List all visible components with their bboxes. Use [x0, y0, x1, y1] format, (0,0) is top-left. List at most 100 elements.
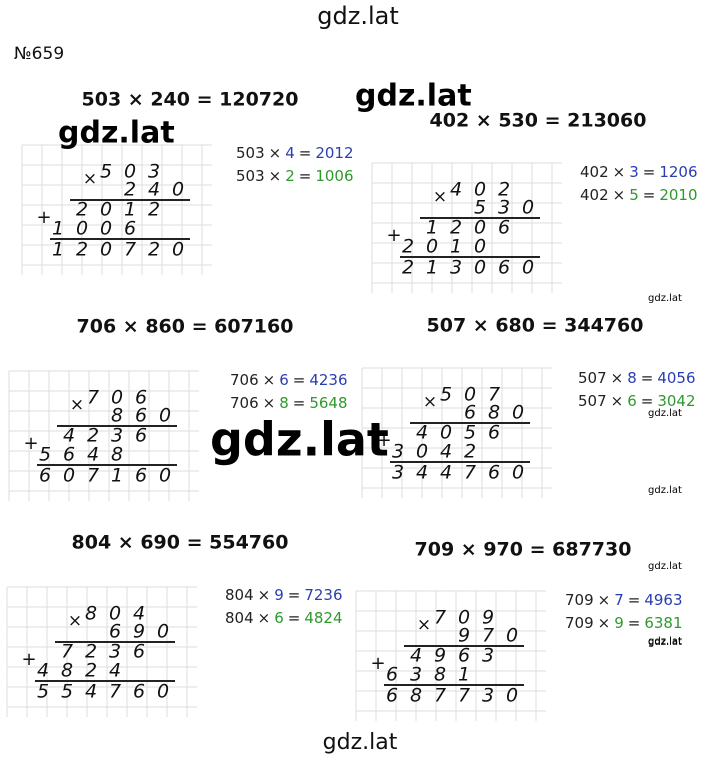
- step-sign: =: [643, 186, 656, 204]
- step-sign: =: [288, 609, 301, 627]
- step-digit: 8: [279, 394, 289, 412]
- step-factor: 804: [225, 586, 254, 604]
- times-sign: ×: [83, 169, 97, 189]
- column-row: 970: [458, 625, 518, 647]
- step: 503 × 2 = 1006: [236, 167, 354, 185]
- column-row: 530: [474, 197, 534, 219]
- grid-paper: [371, 162, 562, 293]
- column-row: 4963: [410, 645, 494, 667]
- step-sign: ×: [263, 371, 276, 389]
- step-sign: =: [641, 369, 654, 387]
- column-row: 120720: [52, 239, 184, 261]
- grid-paper: [21, 144, 212, 275]
- step-sign: ×: [258, 609, 271, 627]
- watermark: gdz.lat: [648, 561, 682, 572]
- grid-paper: [8, 370, 199, 501]
- step-digit: 6: [279, 371, 289, 389]
- equation: 503 × 240 = 120720: [82, 89, 299, 111]
- watermark: gdz.lat: [355, 79, 472, 114]
- step-sign: ×: [613, 186, 626, 204]
- column-row: 2010: [402, 236, 486, 258]
- step-result: 3042: [657, 392, 695, 410]
- step-sign: ×: [269, 144, 282, 162]
- column-row: 4236: [63, 425, 147, 447]
- column-row: 680: [464, 402, 524, 424]
- step-digit: 7: [614, 591, 624, 609]
- times-sign: ×: [423, 392, 437, 412]
- equation: 706 × 860 = 607160: [77, 316, 294, 338]
- step: 402 × 5 = 2010: [580, 186, 698, 204]
- step-digit: 6: [627, 392, 637, 410]
- step-sign: =: [299, 144, 312, 162]
- step: 804 × 9 = 7236: [225, 586, 343, 604]
- watermark: gdz.lat: [648, 485, 682, 496]
- step-sign: ×: [263, 394, 276, 412]
- step-factor: 507: [578, 392, 607, 410]
- column-row: 240: [124, 179, 184, 201]
- step-sign: ×: [613, 163, 626, 181]
- step-factor: 804: [225, 609, 254, 627]
- step-factor: 709: [565, 614, 594, 632]
- column-row: 1206: [426, 217, 510, 239]
- watermark: gdz.lat: [210, 413, 389, 467]
- equation: 402 × 530 = 213060: [430, 110, 647, 132]
- column-row: 3042: [392, 441, 476, 463]
- times-sign: ×: [70, 395, 84, 415]
- column-row: 860: [111, 405, 171, 427]
- column-row: 4824: [37, 660, 121, 682]
- step: 804 × 6 = 4824: [225, 609, 343, 627]
- step-result: 5648: [309, 394, 347, 412]
- plus-sign: +: [36, 207, 51, 228]
- step-sign: ×: [269, 167, 282, 185]
- column-row: 690: [109, 621, 169, 643]
- step-sign: =: [641, 392, 654, 410]
- step-factor: 402: [580, 186, 609, 204]
- plus-sign: +: [23, 433, 38, 454]
- column-row: 213060: [402, 257, 534, 279]
- step: 402 × 3 = 1206: [580, 163, 698, 181]
- step: 706 × 6 = 4236: [230, 371, 348, 389]
- times-sign: ×: [68, 611, 82, 631]
- grid-paper: [355, 590, 546, 721]
- watermark: gdz.lat: [648, 408, 682, 419]
- times-sign: ×: [433, 187, 447, 207]
- equation: 804 × 690 = 554760: [72, 532, 289, 554]
- column-row: 2012: [76, 199, 160, 221]
- step-result: 1206: [659, 163, 697, 181]
- step-factor: 706: [230, 394, 259, 412]
- step-result: 1006: [315, 167, 353, 185]
- step-sign: ×: [598, 614, 611, 632]
- step-digit: 9: [614, 614, 624, 632]
- step-result: 2012: [315, 144, 353, 162]
- column-row: 607160: [39, 465, 171, 487]
- step-digit: 2: [285, 167, 295, 185]
- step-factor: 503: [236, 144, 265, 162]
- step-result: 4824: [304, 609, 342, 627]
- step-sign: ×: [258, 586, 271, 604]
- step: 507 × 6 = 3042: [578, 392, 696, 410]
- step-sign: =: [293, 394, 306, 412]
- column-row: 344760: [392, 462, 524, 484]
- step: 507 × 8 = 4056: [578, 369, 696, 387]
- site-footer: gdz.lat: [323, 730, 398, 755]
- step-sign: =: [643, 163, 656, 181]
- plus-sign: +: [386, 225, 401, 246]
- equation: 507 × 680 = 344760: [427, 315, 644, 337]
- watermark: gdz.lat: [648, 636, 682, 647]
- site-header: gdz.lat: [317, 2, 398, 30]
- step-digit: 5: [629, 186, 639, 204]
- plus-sign: +: [21, 649, 36, 670]
- grid-paper: [6, 586, 197, 717]
- column-row: 6381: [386, 664, 470, 686]
- column-row: 5648: [39, 444, 123, 466]
- step-sign: =: [293, 371, 306, 389]
- column-row: 1006: [52, 218, 136, 240]
- grid-paper: [361, 367, 552, 498]
- step-result: 7236: [304, 586, 342, 604]
